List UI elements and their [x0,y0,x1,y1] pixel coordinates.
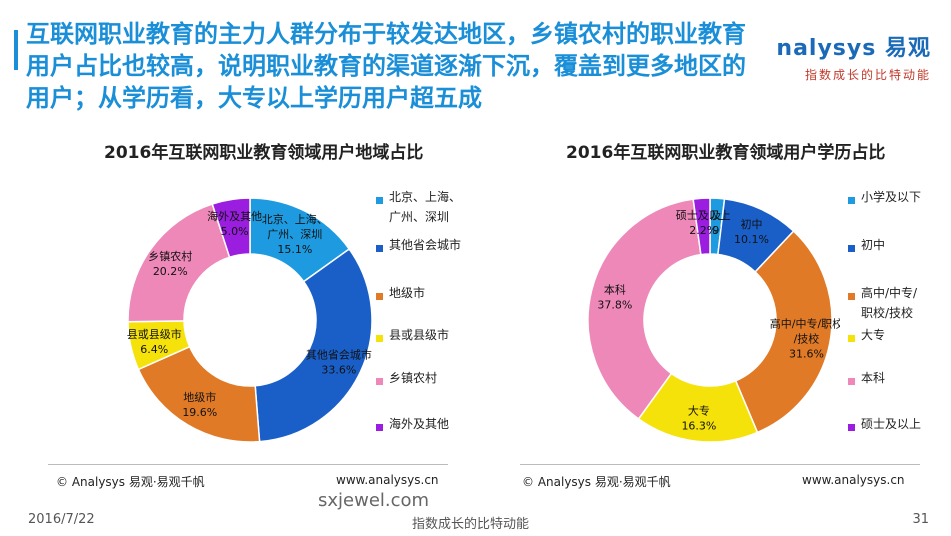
legend-label-0-4: 乡镇农村 [389,371,438,385]
legend-item-0-1: 其他省会城市 [376,238,461,255]
legend-item-1-0: 小学及以下 [848,190,921,207]
footer-slogan: 指数成长的比特动能 [412,517,530,532]
site-left: www.analysys.cn [336,473,439,487]
donut-slice-0-1 [254,247,373,443]
brand-logo-text: nalysys 易观 [776,36,931,61]
donut-slice-1-4 [587,198,702,420]
chart-title-region: 2016年互联网职业教育领域用户地域占比 [104,143,424,163]
legend-label-0-0: 北京、上海、 广州、深圳 [389,190,462,224]
legend-swatch-0-0 [376,197,383,204]
legend-item-0-3: 县或县级市 [376,328,449,345]
legend-swatch-1-2 [848,293,855,300]
legend-swatch-1-3 [848,335,855,342]
brand-slogan: 指数成长的比特动能 [804,68,931,82]
legend-item-1-4: 本科 [848,371,885,388]
donut-chart-region: 北京、上海、广州、深圳 15.1% 其他省会城市 33.6% 地级市 19.6% 县或县级市… [127,197,373,443]
legend-swatch-1-0 [848,197,855,204]
legend-item-1-1: 初中 [848,238,885,255]
donut-slice-1-2 [734,230,833,434]
slice-label-1-2: 高中/中专/职校/技校 31.6% [770,316,840,360]
source-right: © Analysys 易观·易观千帆 [522,475,671,489]
slice-label-0-1: 其他省会城市 33.6% [306,347,372,376]
legend-item-1-3: 大专 [848,328,885,345]
legend-swatch-0-5 [376,424,383,431]
source-left: © Analysys 易观·易观千帆 [56,475,205,489]
page-number: 31 [912,512,929,527]
slice-label-1-5: 硕士及以上 2.2% [676,209,731,237]
headline: 互联网职业教育的主力人群分布于较发达地区，乡镇农村的职业教育用户占比也较高，说明… [26,20,746,112]
legend-label-1-0: 小学及以下 [861,190,922,204]
legend-label-1-1: 初中 [861,238,886,252]
slice-label-1-1: 初中 10.1% [734,217,769,246]
brand-logo: nalysys 易观 指数成长的比特动能 [761,30,931,83]
donut-slice-0-5 [211,197,251,259]
title-accent-bar [14,30,18,70]
legend-swatch-0-4 [376,378,383,385]
legend-item-0-0: 北京、上海、 广州、深圳 [376,190,461,227]
legend-label-1-5: 硕士及以上 [861,417,922,431]
slice-label-1-3: 大专 16.3% [681,403,716,432]
date: 2016/7/22 [28,512,95,527]
legend-item-1-2: 高中/中专/职校/技校 [848,286,917,323]
legend-label-0-1: 其他省会城市 [389,238,462,252]
legend-label-0-5: 海外及其他 [389,417,450,431]
chart-title-education: 2016年互联网职业教育领域用户学历占比 [566,143,886,163]
legend-label-1-3: 大专 [861,328,886,342]
legend-item-0-4: 乡镇农村 [376,371,437,388]
slice-label-1-4: 本科 37.8% [597,282,632,311]
legend-item-0-2: 地级市 [376,286,425,303]
legend-label-1-2: 高中/中专/职校/技校 [861,286,918,320]
legend-label-0-3: 县或县级市 [389,328,450,342]
slice-label-0-5: 海外及其他 5.0% [207,209,262,238]
donut-slice-1-5 [692,197,711,256]
legend-swatch-1-5 [848,424,855,431]
footer-divider-right [520,464,920,465]
slice-label-0-2: 地级市 19.6% [182,390,217,419]
legend-item-0-5: 海外及其他 [376,417,449,434]
footer-divider-left [48,464,448,465]
donut-chart-education: 小学及以下 1.9% 初中 10.1%高中/中专/职校/技校 31.6%大专 16.3%本… [587,197,840,443]
legend-swatch-1-4 [848,378,855,385]
watermark-text: sxjewel.com [318,490,430,511]
legend-swatch-0-2 [376,293,383,300]
slice-label-0-0: 北京、上海、广州、深圳 15.1% [262,212,328,256]
site-right: www.analysys.cn [802,473,905,487]
legend-label-1-4: 本科 [861,371,886,385]
slice-label-0-3: 县或县级市 6.4% [127,327,182,356]
legend-swatch-0-3 [376,335,383,342]
slice-label-0-4: 乡镇农村 20.2% [148,249,192,278]
legend-item-1-5: 硕士及以上 [848,417,921,434]
legend-swatch-1-1 [848,245,855,252]
legend-swatch-0-1 [376,245,383,252]
legend-label-0-2: 地级市 [389,286,426,300]
